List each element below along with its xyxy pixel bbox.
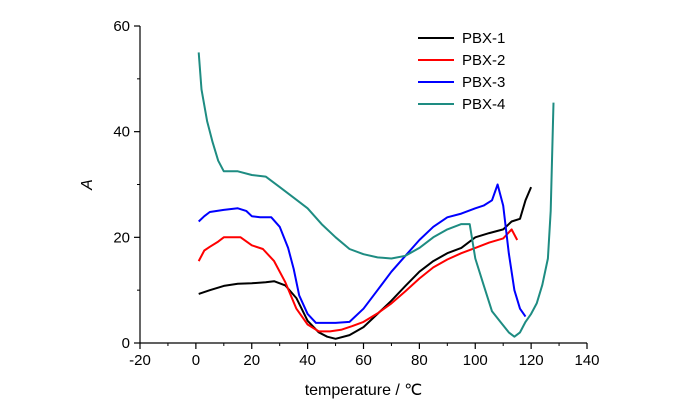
x-axis-title: temperature / ℃: [305, 382, 423, 399]
legend-label-pbx-4: PBX-4: [462, 96, 505, 113]
series-lines: [197, 52, 555, 340]
y-tick-label: 40: [113, 124, 130, 141]
x-tick-label: 60: [355, 352, 372, 369]
axes: [139, 26, 587, 344]
x-tick-label: 80: [411, 352, 428, 369]
x-tick-label: 140: [574, 352, 599, 369]
series-line-pbx-4: [197, 52, 555, 338]
y-tick-label: 0: [122, 335, 130, 352]
series-line-pbx-3: [198, 183, 527, 324]
x-tick-label: 20: [243, 352, 260, 369]
series-line-pbx-1: [198, 186, 533, 340]
x-tick-label: 120: [519, 352, 544, 369]
legend-label-pbx-1: PBX-1: [462, 30, 505, 47]
y-axis-title: A: [79, 179, 96, 191]
series-line-pbx-2: [197, 228, 519, 333]
legend-label-pbx-3: PBX-3: [462, 74, 505, 91]
legend-label-pbx-2: PBX-2: [462, 52, 505, 69]
x-tick-label: 40: [299, 352, 316, 369]
x-tick-label: -20: [129, 352, 151, 369]
y-tick-label: 60: [113, 18, 130, 35]
legend: PBX-1 PBX-2 PBX-3 PBX-4: [418, 30, 505, 113]
x-tick-label: 100: [463, 352, 488, 369]
y-tick-label: 20: [113, 229, 130, 246]
x-tick-label: 0: [192, 352, 200, 369]
